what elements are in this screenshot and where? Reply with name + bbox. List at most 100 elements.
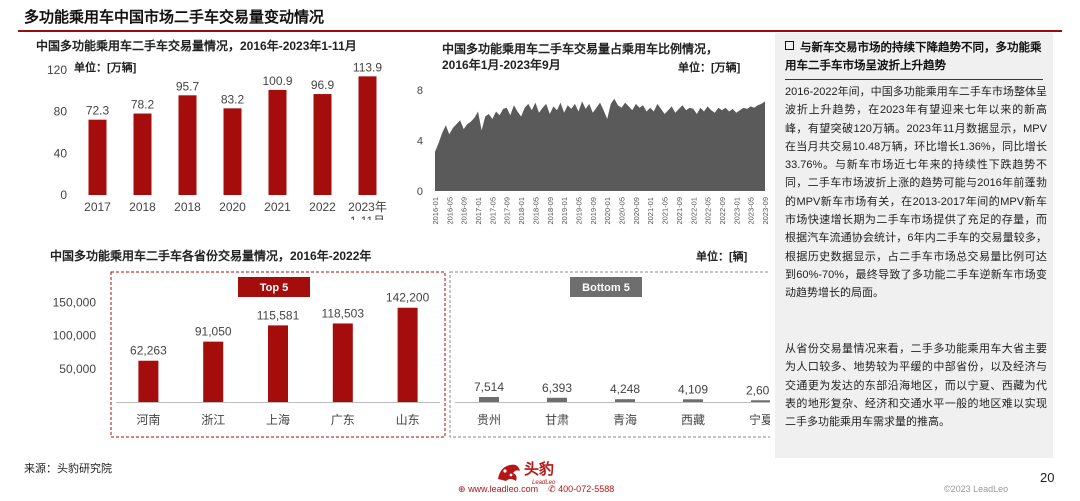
website-link[interactable]: www.leadleo.com xyxy=(468,484,539,494)
annual-chart-title: 中国多功能乘用车二手车交易量情况，2016年-2023年1-11月 xyxy=(36,39,357,53)
y-tick-label: 0 xyxy=(60,188,67,202)
y-tick-label: 120 xyxy=(47,63,67,77)
insight-paragraph-1: 2016-2022年间，中国多功能乘用车二手车市场整体呈波折上升趋势，在2023… xyxy=(785,86,1047,300)
bar xyxy=(332,323,353,402)
y-tick-label: 50,000 xyxy=(59,362,96,376)
x-tick-label: 2023年 xyxy=(348,200,387,214)
x-tick-label: 宁夏 xyxy=(749,412,770,427)
source-note: 来源：头豹研究院 xyxy=(24,463,112,475)
x-tick-label: 2021 xyxy=(264,200,291,214)
data-label: 7,514 xyxy=(474,380,504,394)
x-tick-label: 浙江 xyxy=(201,413,225,427)
y-tick-label: 80 xyxy=(54,105,68,119)
y-tick-label: 4 xyxy=(417,136,423,148)
bar xyxy=(268,325,288,402)
x-tick-label: 上海 xyxy=(266,412,290,427)
data-label: 91,050 xyxy=(195,325,232,339)
x-tick-label: 1-11月 xyxy=(350,214,385,220)
x-tick-label: 2020-09 xyxy=(632,197,641,225)
top5-badge-label: Top 5 xyxy=(260,282,289,294)
phone-icon: ✆ xyxy=(548,484,556,494)
insight-heading: 与新车交易市场的持续下降趋势不同，多功能乘用车二手车市场呈波折上升趋势 xyxy=(785,39,1047,75)
y-tick-label: 0 xyxy=(417,186,423,198)
province-bar-chart: Top 5 Bottom 5 50,000 100,000 150,000 62,26… xyxy=(53,271,770,438)
x-tick-label: 2020 xyxy=(219,200,246,214)
bar xyxy=(223,108,242,195)
x-tick-label: 2017-01 xyxy=(474,197,483,225)
ratio-chart-unit: 单位：[万辆] xyxy=(678,62,741,74)
copyright: ©2023 LeadLeo xyxy=(944,484,1009,494)
x-tick-label: 2018-09 xyxy=(546,197,555,225)
bar xyxy=(138,360,159,402)
y-tick-label: 40 xyxy=(54,146,68,160)
x-tick-label: 2022-09 xyxy=(718,197,727,225)
x-tick-label: 2019-05 xyxy=(574,197,583,225)
top5-badge xyxy=(238,277,310,297)
bar xyxy=(547,397,567,402)
insight-panel: 与新车交易市场的持续下降趋势不同，多功能乘用车二手车市场呈波折上升趋势 2016… xyxy=(775,33,1053,458)
page-number: 20 xyxy=(1040,470,1055,485)
data-label: 6,393 xyxy=(542,381,572,395)
x-tick-label: 2018 xyxy=(129,200,156,214)
y-tick-label: 100,000 xyxy=(53,329,97,343)
ratio-area-chart: 0 4 8 2016-01 2016-05 2016-09 2017-01 2017-05 20… xyxy=(417,85,770,225)
x-tick-label: 2016-09 xyxy=(460,197,469,225)
data-label: 142,200 xyxy=(386,291,430,305)
bar xyxy=(615,399,635,402)
x-tick-label: 2018-01 xyxy=(517,197,526,225)
x-tick-label: 2016-05 xyxy=(445,197,454,225)
x-tick-label: 2021-05 xyxy=(661,197,670,225)
bar xyxy=(133,113,152,195)
x-tick-label: 2023-01 xyxy=(732,197,741,225)
bar xyxy=(203,341,224,402)
bar xyxy=(683,399,703,402)
x-tick-label: 西藏 xyxy=(681,413,705,427)
x-tick-label: 青海 xyxy=(613,412,637,427)
insight-paragraph-2: 从省份交易量情况来看，二手多功能乘用车大省主要为人口较多、地势较为平缓的中部省份… xyxy=(785,343,1047,429)
svg-text:LeadLeo: LeadLeo xyxy=(532,480,556,486)
x-tick-label: 2021-01 xyxy=(646,197,655,225)
data-label: 118,503 xyxy=(322,306,365,320)
data-label: 96.9 xyxy=(311,78,335,92)
x-tick-label: 2022 xyxy=(309,200,336,214)
data-label: 100.9 xyxy=(262,74,292,88)
top5-box xyxy=(110,271,446,438)
bottom5-box xyxy=(449,271,770,438)
data-label: 95.7 xyxy=(176,79,200,93)
bar xyxy=(178,95,197,195)
x-tick-label: 河南 xyxy=(136,412,160,427)
x-tick-label: 甘肃 xyxy=(545,413,569,427)
province-chart-title: 中国多功能乘用车二手车各省份交易量情况，2016年-2022年 xyxy=(50,249,372,263)
checkbox-square-icon xyxy=(785,41,794,50)
data-label: 62,263 xyxy=(130,344,167,358)
leadleo-logo: 头豹 LeadLeo xyxy=(496,457,592,492)
x-tick-label: 2019-01 xyxy=(560,197,569,225)
bar xyxy=(313,94,332,195)
x-tick-label: 2022-05 xyxy=(704,197,713,225)
province-chart-unit: 单位：[辆] xyxy=(696,251,748,263)
y-tick-label: 150,000 xyxy=(53,296,97,310)
bottom5-badge xyxy=(570,277,642,297)
bar xyxy=(479,397,499,402)
bar xyxy=(358,76,377,195)
data-label: 2,607 xyxy=(746,383,770,397)
insight-heading-text: 与新车交易市场的持续下降趋势不同，多功能乘用车二手车市场呈波折上升趋势 xyxy=(785,42,1042,72)
contact-line: ⊕ www.leadleo.com ✆ 400-072-5588 xyxy=(458,484,614,495)
y-tick-label: 8 xyxy=(417,85,423,97)
phone-number: 400-072-5588 xyxy=(558,484,615,494)
data-label: 115,581 xyxy=(257,308,300,322)
area-series xyxy=(435,98,765,191)
x-tick-label: 2017-09 xyxy=(503,197,512,225)
bar xyxy=(268,89,287,195)
page-title: 多功能乘用车中国市场二手车交易量变动情况 xyxy=(24,9,325,26)
x-tick-label: 2018 xyxy=(174,200,201,214)
x-tick-label: 贵州 xyxy=(477,413,501,427)
x-tick-label: 2022-01 xyxy=(689,197,698,225)
leopard-logo-icon: 头豹 LeadLeo xyxy=(498,460,556,486)
data-label: 72.3 xyxy=(86,104,110,118)
data-label: 113.9 xyxy=(353,60,382,74)
bar xyxy=(397,307,418,402)
bottom5-badge-label: Bottom 5 xyxy=(582,282,630,294)
ratio-chart-title: 中国多功能乘用车二手车交易量占乘用车比例情况， 2016年1月-2023年9月 xyxy=(442,41,718,73)
annual-bar-chart: 0 40 80 120 72.3 2017 78.2 2018 95.7 2018 83.2 2020… xyxy=(47,60,387,220)
